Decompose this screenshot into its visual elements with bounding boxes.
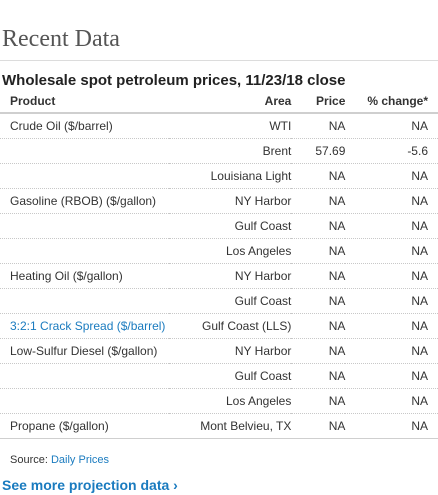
table-row: Gasoline (RBOB) ($/gallon) NY Harbor NA …: [0, 188, 438, 214]
cell-product: Crude Oil ($/barrel): [0, 113, 170, 139]
cell-change: NA: [345, 263, 438, 289]
table-row: Gulf Coast NA NA: [0, 288, 438, 314]
title-divider: [0, 60, 438, 61]
prices-table: Product Area Price % change* Crude Oil (…: [0, 90, 438, 439]
cell-change: NA: [345, 288, 438, 314]
cell-product: [0, 288, 170, 314]
cell-area: Gulf Coast: [169, 213, 292, 239]
cell-product: Low-Sulfur Diesel ($/gallon): [0, 338, 170, 364]
cell-product: [0, 213, 170, 239]
cell-price: NA: [291, 413, 346, 439]
header-price: Price: [291, 90, 346, 114]
table-row: Gulf Coast NA NA: [0, 363, 438, 389]
cell-price: NA: [291, 313, 346, 339]
header-area: Area: [169, 90, 292, 114]
cell-product: [0, 363, 170, 389]
cell-product: Propane ($/gallon): [0, 413, 170, 439]
cell-area: Louisiana Light: [169, 163, 292, 189]
cell-area: WTI: [169, 113, 292, 139]
table-row: Gulf Coast NA NA: [0, 213, 438, 239]
table-row: 3:2:1 Crack Spread ($/barrel) Gulf Coast…: [0, 313, 438, 339]
cell-area: Mont Belvieu, TX: [169, 413, 292, 439]
crack-spread-link[interactable]: 3:2:1 Crack Spread ($/barrel): [10, 319, 166, 333]
table-row: Los Angeles NA NA: [0, 388, 438, 414]
cell-area: Gulf Coast: [169, 288, 292, 314]
cell-product: [0, 138, 170, 164]
cell-area: Gulf Coast (LLS): [169, 313, 292, 339]
cell-product: [0, 163, 170, 189]
cell-change: NA: [345, 338, 438, 364]
cell-price: NA: [291, 338, 346, 364]
cell-price: NA: [291, 163, 346, 189]
cell-product: Heating Oil ($/gallon): [0, 263, 170, 289]
table-row: Propane ($/gallon) Mont Belvieu, TX NA N…: [0, 413, 438, 439]
cell-price: NA: [291, 288, 346, 314]
cell-price: NA: [291, 238, 346, 264]
header-change: % change*: [345, 90, 438, 114]
see-more-link[interactable]: See more projection data ›: [2, 477, 178, 493]
cell-change: NA: [345, 388, 438, 414]
table-row: Brent 57.69 -5.6: [0, 138, 438, 164]
table-row: Heating Oil ($/gallon) NY Harbor NA NA: [0, 263, 438, 289]
table-header-row: Product Area Price % change*: [0, 90, 438, 114]
table-title: Wholesale spot petroleum prices, 11/23/1…: [2, 72, 346, 89]
cell-change: -5.6: [345, 138, 438, 164]
cell-area: Gulf Coast: [169, 363, 292, 389]
cell-area: Brent: [169, 138, 292, 164]
table-row: Louisiana Light NA NA: [0, 163, 438, 189]
cell-product: 3:2:1 Crack Spread ($/barrel): [0, 313, 170, 339]
cell-area: Los Angeles: [169, 388, 292, 414]
cell-area: Los Angeles: [169, 238, 292, 264]
header-product: Product: [0, 90, 170, 114]
table-row: Los Angeles NA NA: [0, 238, 438, 264]
cell-price: 57.69: [291, 138, 346, 164]
cell-change: NA: [345, 413, 438, 439]
cell-change: NA: [345, 238, 438, 264]
table-row: Low-Sulfur Diesel ($/gallon) NY Harbor N…: [0, 338, 438, 364]
cell-product: Gasoline (RBOB) ($/gallon): [0, 188, 170, 214]
cell-change: NA: [345, 188, 438, 214]
section-title: Recent Data: [2, 26, 120, 52]
source-note: Source: Daily Prices: [10, 454, 109, 466]
cell-price: NA: [291, 388, 346, 414]
cell-change: NA: [345, 163, 438, 189]
cell-change: NA: [345, 213, 438, 239]
table-row: Crude Oil ($/barrel) WTI NA NA: [0, 113, 438, 139]
cell-product: [0, 388, 170, 414]
cell-area: NY Harbor: [169, 263, 292, 289]
cell-change: NA: [345, 113, 438, 139]
daily-prices-link[interactable]: Daily Prices: [50, 454, 110, 466]
cell-area: NY Harbor: [169, 338, 292, 364]
cell-price: NA: [291, 263, 346, 289]
cell-area: NY Harbor: [169, 188, 292, 214]
cell-change: NA: [345, 313, 438, 339]
cell-price: NA: [291, 363, 346, 389]
cell-price: NA: [291, 113, 346, 139]
source-label: Source:: [10, 454, 48, 466]
cell-price: NA: [291, 188, 346, 214]
cell-change: NA: [345, 363, 438, 389]
cell-price: NA: [291, 213, 346, 239]
cell-product: [0, 238, 170, 264]
